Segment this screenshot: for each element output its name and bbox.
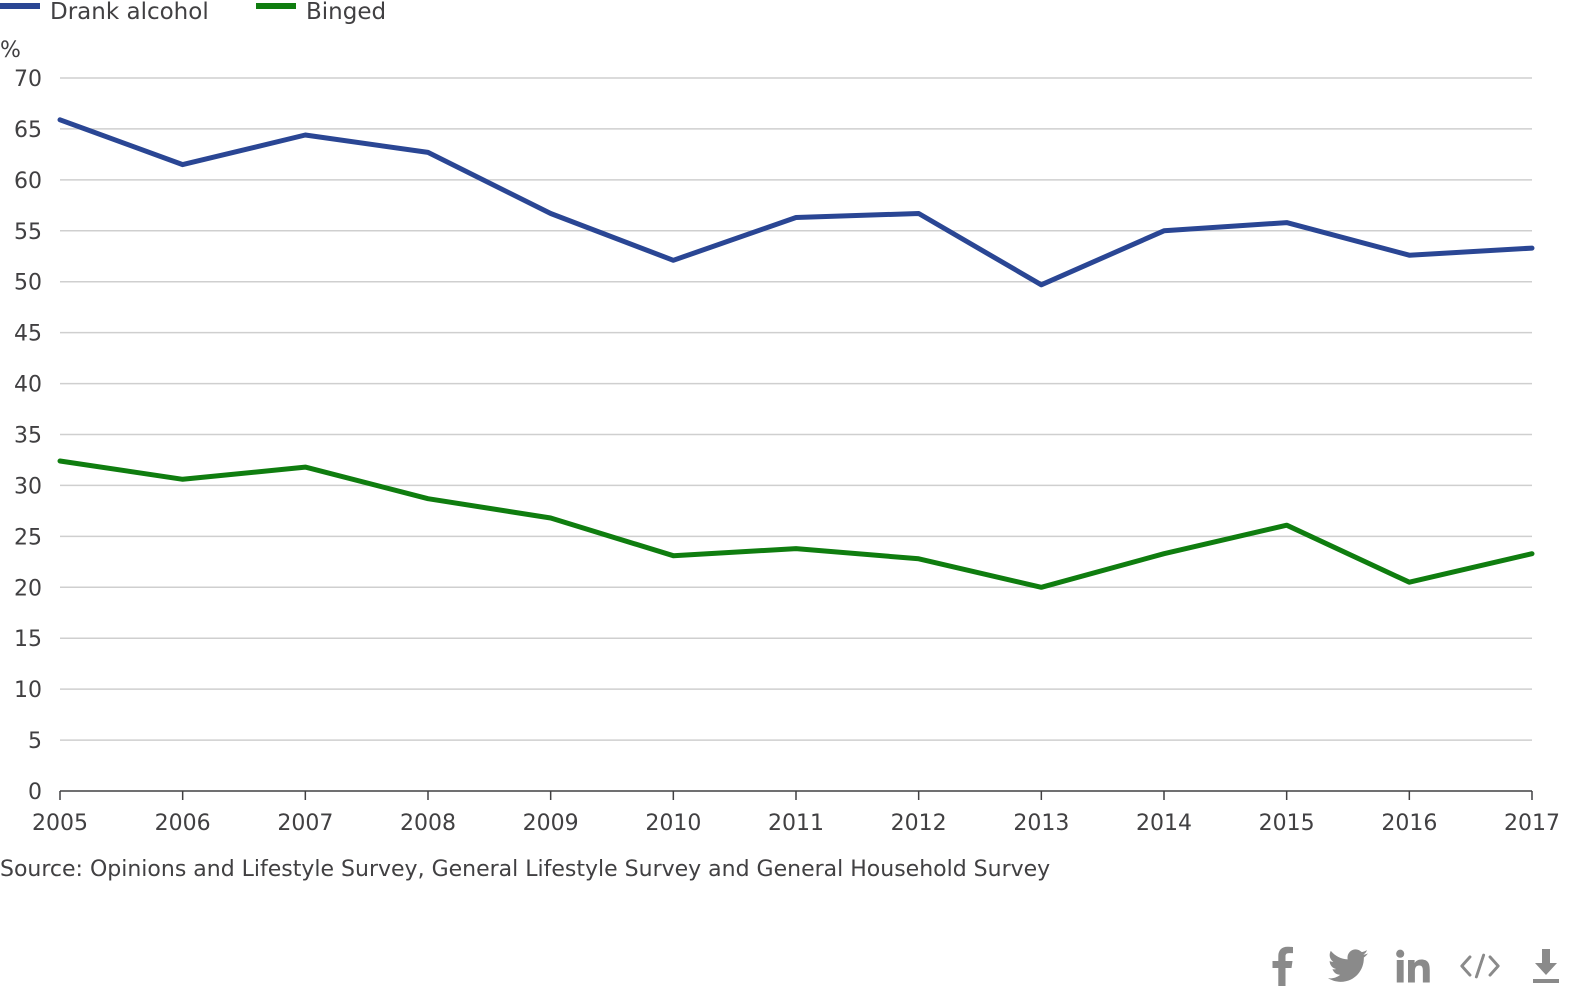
x-tick-label: 2015 <box>1259 811 1315 836</box>
y-tick-label: 60 <box>14 169 42 194</box>
y-tick-label: 35 <box>14 424 42 449</box>
y-tick-label: 40 <box>14 373 42 398</box>
series-lines <box>57 117 1535 590</box>
y-tick-label: 25 <box>14 525 42 550</box>
line-chart: Drank alcohol Binged % 0 5 10 15 20 25 30 35 40 45… <box>0 0 1560 836</box>
gridlines <box>60 77 1532 741</box>
download-button[interactable] <box>1526 944 1566 988</box>
linkedin-button[interactable] <box>1394 944 1434 988</box>
legend-label: Binged <box>306 0 386 25</box>
x-axis: 2005 2006 2007 2008 2009 2010 2011 2012 2013 2014… <box>32 790 1560 836</box>
x-tick-label: 2014 <box>1136 811 1192 836</box>
x-tick-label: 2010 <box>645 811 701 836</box>
series-line-drank-alcohol <box>57 117 1535 288</box>
x-tick-label: 2012 <box>891 811 947 836</box>
x-tick-label: 2011 <box>768 811 824 836</box>
y-tick-label: 0 <box>28 780 42 805</box>
y-tick-label: 30 <box>14 474 42 499</box>
embed-icon <box>1460 953 1500 979</box>
y-tick-label: 10 <box>14 678 42 703</box>
x-tick-label: 2017 <box>1504 811 1560 836</box>
y-tick-label: 5 <box>28 729 42 754</box>
y-tick-label: 45 <box>14 322 42 347</box>
y-tick-label: 50 <box>14 271 42 296</box>
twitter-button[interactable] <box>1328 944 1368 988</box>
y-tick-label: 70 <box>14 67 42 92</box>
series-line-binged <box>57 458 1535 590</box>
facebook-button[interactable] <box>1262 944 1302 988</box>
x-tick-label: 2005 <box>32 811 88 836</box>
source-note: Source: Opinions and Lifestyle Survey, G… <box>0 857 1051 882</box>
download-icon <box>1533 949 1559 983</box>
twitter-icon <box>1328 949 1368 982</box>
x-tick-label: 2009 <box>523 811 579 836</box>
x-tick-label: 2013 <box>1013 811 1069 836</box>
y-tick-label: 55 <box>14 220 42 245</box>
y-axis-ticks: 0 5 10 15 20 25 30 35 40 45 50 55 60 65 70 <box>14 67 42 805</box>
x-tick-label: 2016 <box>1381 811 1437 836</box>
legend: Drank alcohol Binged <box>0 0 386 25</box>
share-toolbar <box>1262 944 1566 988</box>
y-tick-label: 65 <box>14 118 42 143</box>
x-tick-label: 2007 <box>277 811 333 836</box>
embed-button[interactable] <box>1460 944 1500 988</box>
x-tick-label: 2006 <box>155 811 211 836</box>
legend-label: Drank alcohol <box>50 0 209 25</box>
x-tick-label: 2008 <box>400 811 456 836</box>
y-tick-label: 15 <box>14 627 42 652</box>
linkedin-icon <box>1396 949 1430 983</box>
y-tick-label: 20 <box>14 576 42 601</box>
y-axis-label: % <box>0 38 21 63</box>
facebook-icon <box>1272 946 1293 986</box>
